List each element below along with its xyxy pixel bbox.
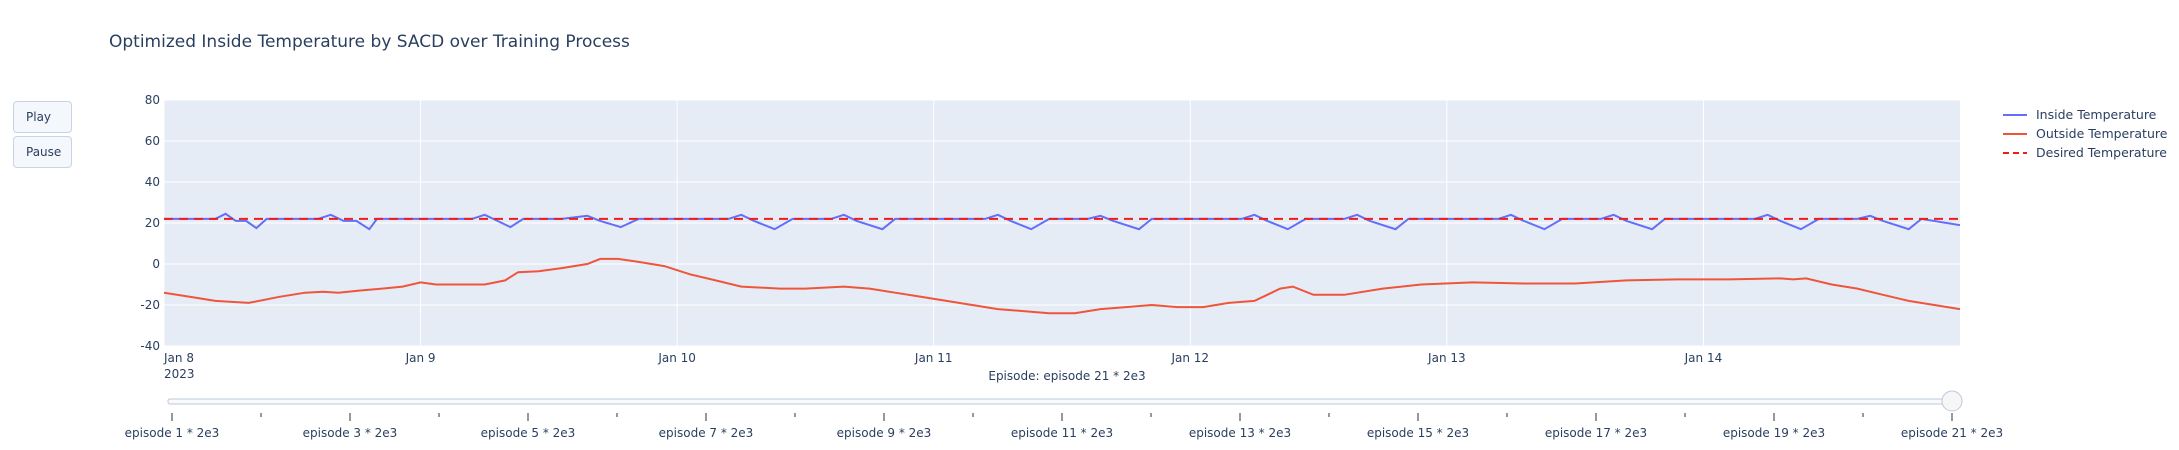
y-tick-label: 60: [145, 134, 160, 148]
legend-label: Desired Temperature: [2036, 145, 2167, 160]
y-tick-label: 80: [145, 93, 160, 107]
x-tick-label: Jan 14: [1684, 351, 1723, 365]
slider-rail[interactable]: [167, 398, 1957, 405]
y-tick-label: -20: [140, 298, 160, 312]
legend-swatch: [2003, 113, 2027, 116]
x-tick-label: Jan 9: [405, 351, 436, 365]
slider-tick-label: episode 7 * 2e3: [659, 426, 754, 440]
gridlines: [163, 99, 1960, 347]
outside-temperature-line: [164, 257, 1960, 315]
legend-swatch: [2003, 151, 2027, 154]
pause-button[interactable]: Pause: [13, 136, 72, 168]
slider-tick-label: episode 9 * 2e3: [837, 426, 932, 440]
x-tick-label: Jan 12: [1170, 351, 1209, 365]
slider-tick-label: episode 3 * 2e3: [303, 426, 398, 440]
chart-legend[interactable]: Inside Temperature Outside Temperature Des…: [2000, 105, 2167, 162]
legend-item[interactable]: Outside Temperature: [2000, 124, 2167, 143]
slider-tick-label: episode 17 * 2e3: [1545, 426, 1647, 440]
x-tick-sublabel: 2023: [164, 367, 195, 381]
x-tick-label: Jan 8: [163, 351, 194, 365]
slider-tick-label: episode 13 * 2e3: [1189, 426, 1291, 440]
legend-item[interactable]: Inside Temperature: [2000, 105, 2167, 124]
legend-label: Outside Temperature: [2036, 126, 2168, 141]
x-tick-label: Jan 13: [1427, 351, 1466, 365]
legend-label: Inside Temperature: [2036, 107, 2157, 122]
y-tick-label: 40: [145, 175, 160, 189]
slider-tick-label: episode 15 * 2e3: [1367, 426, 1469, 440]
slider-current-label: Episode: episode 21 * 2e3: [988, 369, 1145, 383]
legend-swatch: [2003, 132, 2027, 135]
slider-tick-label: episode 19 * 2e3: [1723, 426, 1825, 440]
y-tick-label: -40: [140, 339, 160, 353]
slider-tick-label: episode 21 * 2e3: [1901, 426, 2003, 440]
y-tick-label: 0: [152, 257, 160, 271]
slider-tick-label: episode 11 * 2e3: [1011, 426, 1113, 440]
x-tick-label: Jan 11: [914, 351, 953, 365]
slider-handle[interactable]: [1941, 390, 1963, 412]
y-tick-label: 20: [145, 216, 160, 230]
x-tick-label: Jan 10: [657, 351, 696, 365]
slider-tick-label: episode 5 * 2e3: [481, 426, 576, 440]
play-button[interactable]: Play: [13, 101, 72, 133]
slider-tick-label: episode 1 * 2e3: [125, 426, 220, 440]
legend-item[interactable]: Desired Temperature: [2000, 143, 2167, 162]
chart-title: Optimized Inside Temperature by SACD ove…: [109, 32, 630, 52]
